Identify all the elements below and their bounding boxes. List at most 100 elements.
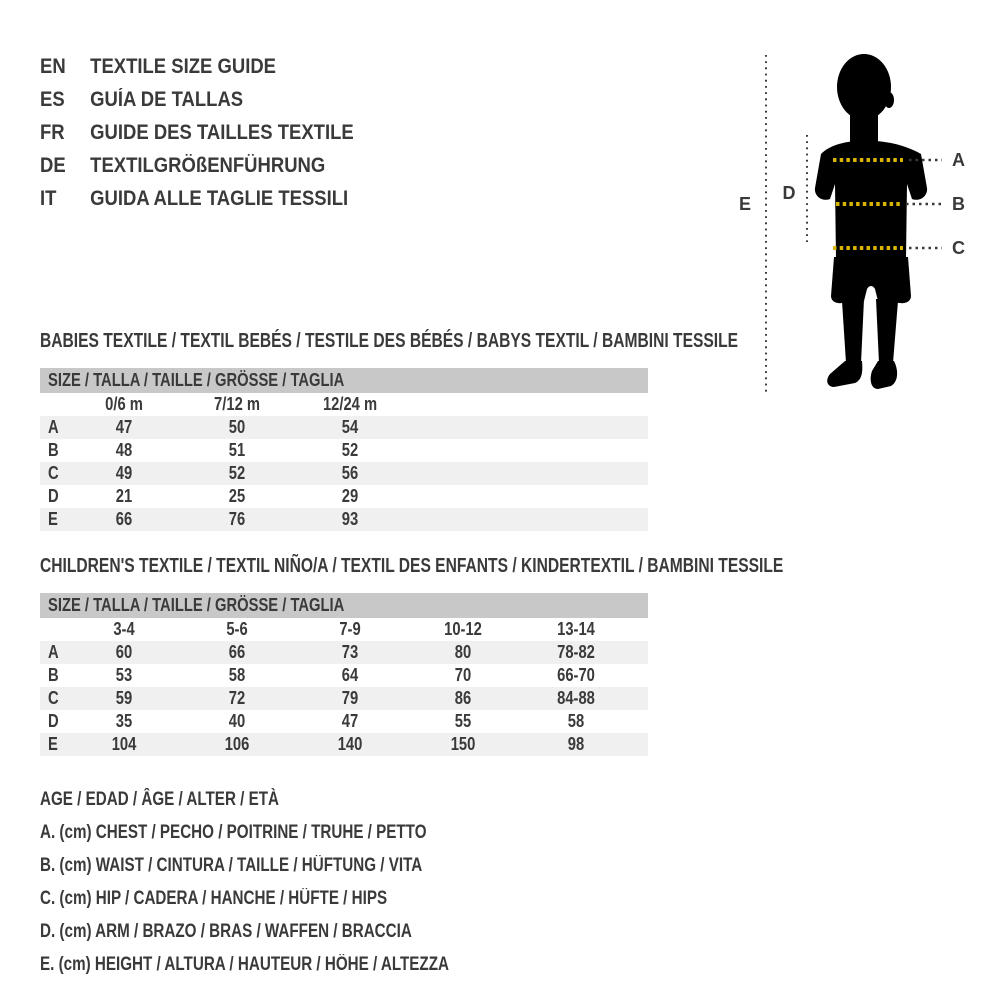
row-label: B (48, 665, 59, 685)
cell-value: 48 (116, 440, 133, 460)
language-row-de: DE TEXTILGRÖßENFÜHRUNG (40, 149, 354, 182)
language-code: IT (40, 186, 57, 210)
cell-value: 104 (112, 734, 137, 754)
table-row-d: D 35 40 47 55 58 (40, 710, 648, 733)
cell-value: 58 (229, 665, 246, 685)
table-row-a: A 60 66 73 80 78-82 (40, 641, 648, 664)
cell-value: 93 (342, 509, 359, 529)
row-label: B (48, 440, 59, 460)
column-header: 13-14 (557, 619, 596, 639)
cell-value: 59 (116, 688, 133, 708)
cell-value: 52 (342, 440, 359, 460)
size-header-label: SIZE / TALLA / TAILLE / GRÖSSE / TAGLIA (48, 370, 345, 390)
row-label: A (48, 417, 59, 437)
legend-line-chest: A. (cm) CHEST / PECHO / POITRINE / TRUHE… (40, 821, 427, 843)
language-title: TEXTILGRÖßENFÜHRUNG (90, 153, 326, 177)
cell-value: 47 (116, 417, 133, 437)
language-code: FR (40, 120, 65, 144)
cell-value: 73 (342, 642, 359, 662)
cell-value: 40 (229, 711, 246, 731)
table-row-e: E 104 106 140 150 98 (40, 733, 648, 756)
cell-value: 98 (568, 734, 585, 754)
children-column-header-row: 3-4 5-6 7-9 10-12 13-14 (40, 618, 648, 641)
column-header: 3-4 (113, 619, 136, 639)
cell-value: 79 (342, 688, 359, 708)
cell-value: 51 (229, 440, 246, 460)
cell-value: 66 (116, 509, 133, 529)
language-title: GUÍA DE TALLAS (90, 87, 244, 111)
table-row-b: B 48 51 52 (40, 439, 648, 462)
legend-line-hip: C. (cm) HIP / CADERA / HANCHE / HÜFTE / … (40, 887, 388, 909)
cell-value: 29 (342, 486, 359, 506)
figure-label-d: D (783, 183, 796, 203)
column-header: 5-6 (226, 619, 249, 639)
children-section-heading: CHILDREN'S TEXTILE / TEXTIL NIÑO/A / TEX… (40, 555, 784, 577)
cell-value: 72 (229, 688, 246, 708)
row-label: C (48, 463, 59, 483)
cell-value: 49 (116, 463, 133, 483)
children-size-table: SIZE / TALLA / TAILLE / GRÖSSE / TAGLIA … (40, 593, 648, 756)
cell-value: 64 (342, 665, 359, 685)
size-header-label: SIZE / TALLA / TAILLE / GRÖSSE / TAGLIA (48, 595, 345, 615)
cell-value: 53 (116, 665, 133, 685)
column-header: 12/24 m (323, 394, 378, 414)
column-header: 7/12 m (214, 394, 261, 414)
cell-value: 21 (116, 486, 133, 506)
legend-line-waist: B. (cm) WAIST / CINTURA / TAILLE / HÜFTU… (40, 854, 423, 876)
language-title-list: EN TEXTILE SIZE GUIDE ES GUÍA DE TALLAS … (40, 50, 396, 215)
cell-value: 35 (116, 711, 133, 731)
column-header: 10-12 (444, 619, 483, 639)
babies-section-heading: BABIES TEXTILE / TEXTIL BEBÉS / TESTILE … (40, 330, 739, 352)
cell-value: 56 (342, 463, 359, 483)
table-row-b: B 53 58 64 70 66-70 (40, 664, 648, 687)
column-header: 0/6 m (105, 394, 144, 414)
cell-value: 76 (229, 509, 246, 529)
figure-label-a: A (952, 150, 965, 170)
cell-value: 106 (225, 734, 250, 754)
table-row-e: E 66 76 93 (40, 508, 648, 531)
cell-value: 58 (568, 711, 585, 731)
language-code: DE (40, 153, 66, 177)
row-label: A (48, 642, 59, 662)
cell-value: 84-88 (557, 688, 596, 708)
babies-size-table: SIZE / TALLA / TAILLE / GRÖSSE / TAGLIA … (40, 368, 648, 531)
cell-value: 86 (455, 688, 472, 708)
row-label: E (48, 509, 58, 529)
figure-label-c: C (952, 238, 965, 258)
cell-value: 70 (455, 665, 472, 685)
cell-value: 54 (342, 417, 359, 437)
language-row-fr: FR GUIDE DES TAILLES TEXTILE (40, 116, 354, 149)
language-title: GUIDA ALLE TAGLIE TESSILI (90, 186, 349, 210)
table-row-c: C 59 72 79 86 84-88 (40, 687, 648, 710)
table-row-a: A 47 50 54 (40, 416, 648, 439)
cell-value: 50 (229, 417, 246, 437)
measurement-legend: AGE / EDAD / ÂGE / ALTER / ETÀ A. (cm) C… (40, 783, 551, 981)
babies-column-header-row: 0/6 m 7/12 m 12/24 m (40, 393, 648, 416)
language-row-it: IT GUIDA ALLE TAGLIE TESSILI (40, 182, 354, 215)
row-label: E (48, 734, 58, 754)
cell-value: 80 (455, 642, 472, 662)
child-measurement-figure: E D A B C (739, 54, 965, 393)
cell-value: 25 (229, 486, 246, 506)
legend-line-age: AGE / EDAD / ÂGE / ALTER / ETÀ (40, 788, 279, 810)
figure-label-b: B (952, 194, 965, 214)
cell-value: 66-70 (557, 665, 596, 685)
column-header: 7-9 (339, 619, 362, 639)
table-row-c: C 49 52 56 (40, 462, 648, 485)
row-label: D (48, 486, 59, 506)
language-code: EN (40, 54, 66, 78)
cell-value: 78-82 (557, 642, 596, 662)
figure-label-e: E (739, 194, 751, 214)
row-label: C (48, 688, 59, 708)
children-table-header-bar: SIZE / TALLA / TAILLE / GRÖSSE / TAGLIA (40, 593, 648, 618)
cell-value: 60 (116, 642, 133, 662)
babies-table-header-bar: SIZE / TALLA / TAILLE / GRÖSSE / TAGLIA (40, 368, 648, 393)
language-title: GUIDE DES TAILLES TEXTILE (90, 120, 354, 144)
language-code: ES (40, 87, 65, 111)
cell-value: 150 (451, 734, 476, 754)
child-silhouette (814, 54, 928, 389)
legend-line-height: E. (cm) HEIGHT / ALTURA / HAUTEUR / HÖHE… (40, 953, 449, 975)
language-row-en: EN TEXTILE SIZE GUIDE (40, 50, 354, 83)
legend-line-arm: D. (cm) ARM / BRAZO / BRAS / WAFFEN / BR… (40, 920, 412, 942)
